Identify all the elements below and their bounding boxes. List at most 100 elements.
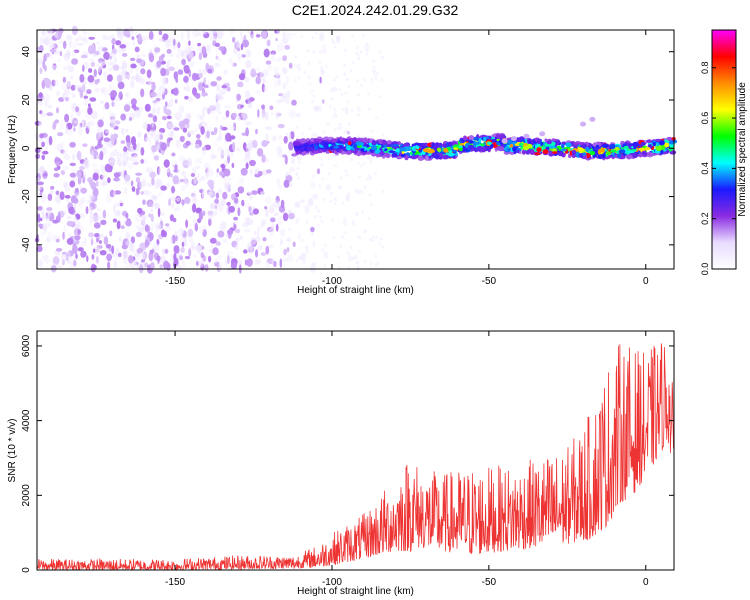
heatmap-cell [283,136,288,144]
heatmap-cell [263,48,270,58]
heatmap-cell [298,156,302,159]
heatmap-cell [166,115,172,120]
heatmap-cell [367,156,371,160]
heatmap-cell [59,191,65,201]
heatmap-cell [327,172,331,176]
heatmap-cell [130,57,136,62]
heatmap-cell [345,194,351,202]
heatmap-cell [50,65,57,70]
heatmap-cell [544,138,548,142]
heatmap-cell [370,144,377,151]
heatmap-cell [193,254,196,259]
heatmap-cell [173,257,179,267]
heatmap-cell [85,206,89,215]
heatmap-cell [44,258,51,264]
heatmap-axes: -150 -100 -50 0 -40 -20 0 20 40 Height of straigh… [7,29,675,296]
heatmap-cell [76,150,82,161]
heatmap-cell [109,55,112,60]
heatmap-cell [90,238,94,246]
heatmap-cell [361,138,369,143]
heatmap-cell [357,135,360,138]
heatmap-cell [52,256,60,265]
heatmap-cell [509,143,514,148]
heatmap-cell [167,138,171,143]
heatmap-cell [209,209,214,219]
heatmap-cell [166,59,172,63]
heatmap-cell [101,174,107,180]
heatmap-cell [352,137,358,143]
heatmap-cell [517,138,522,143]
heatmap-cell [610,149,617,153]
heatmap-cell [221,84,228,89]
heatmap-cell [49,83,54,92]
heatmap-cell [388,150,396,153]
heatmap-cell [431,142,435,148]
heatmap-cell [75,37,79,43]
heatmap-cell [447,146,451,151]
heatmap-cell [247,30,251,35]
heatmap-cell [90,61,96,67]
heatmap-cell [236,93,241,101]
heatmap-cell [80,54,88,59]
heatmap-cell [66,80,72,88]
heatmap-cell [70,41,78,49]
heatmap-cell [333,78,336,82]
heatmap-cell [323,149,328,152]
heatmap-cell [170,173,173,178]
heatmap-cell [62,40,67,50]
heatmap-frame [36,29,675,270]
heatmap-cell [346,130,350,135]
heatmap-cell [290,131,295,140]
heatmap-cell [351,108,354,112]
heatmap-cell [154,223,160,227]
heatmap-cell [63,224,67,233]
heatmap-cell [330,138,338,143]
heatmap-cell [355,51,359,55]
heatmap-cell [155,97,161,102]
heatmap-cell [306,49,309,53]
heatmap-cell [536,138,541,145]
heatmap-cell [77,35,83,41]
heatmap-cell [134,109,141,119]
heatmap-cell [265,133,269,143]
heatmap-cell [325,151,330,154]
heatmap-cell [113,172,120,178]
heatmap-cell [163,260,170,270]
heatmap-cell [518,143,524,146]
heatmap-cell [144,232,148,240]
heatmap-cell [74,198,79,204]
heatmap-cell [659,140,665,146]
heatmap-cell [379,237,383,241]
heatmap-cell [363,259,367,263]
heatmap-cell [92,163,98,168]
heatmap-cell [240,104,244,109]
heatmap-cell [217,110,222,116]
heatmap-cell [200,175,205,182]
heatmap-cell [319,50,322,54]
heatmap-cell [216,76,222,81]
heatmap-cell [183,75,189,83]
heatmap-cell [250,168,253,176]
heatmap-cell [204,122,208,127]
heatmap-cell [425,155,429,161]
heatmap-cell [639,153,643,158]
heatmap-cell [82,143,88,147]
heatmap-cell [100,219,107,225]
heatmap-cell [350,256,354,260]
heatmap-cell [306,220,309,224]
heatmap-cell [335,35,341,43]
heatmap-cell [135,225,142,229]
heatmap-y-tick-label: -40 [21,237,32,252]
heatmap-cell [76,214,81,220]
heatmap-cell [274,70,279,80]
heatmap-cell [214,28,221,34]
colorbar-label: Normalized spectral amplitude [737,82,748,217]
heatmap-cell [278,135,283,140]
heatmap-cell [121,244,128,250]
heatmap-cell [160,212,165,217]
heatmap-cell [111,38,116,45]
heatmap-cell [163,159,170,168]
heatmap-cell [151,177,155,186]
heatmap-cell [318,105,323,112]
heatmap-cell [334,128,337,132]
